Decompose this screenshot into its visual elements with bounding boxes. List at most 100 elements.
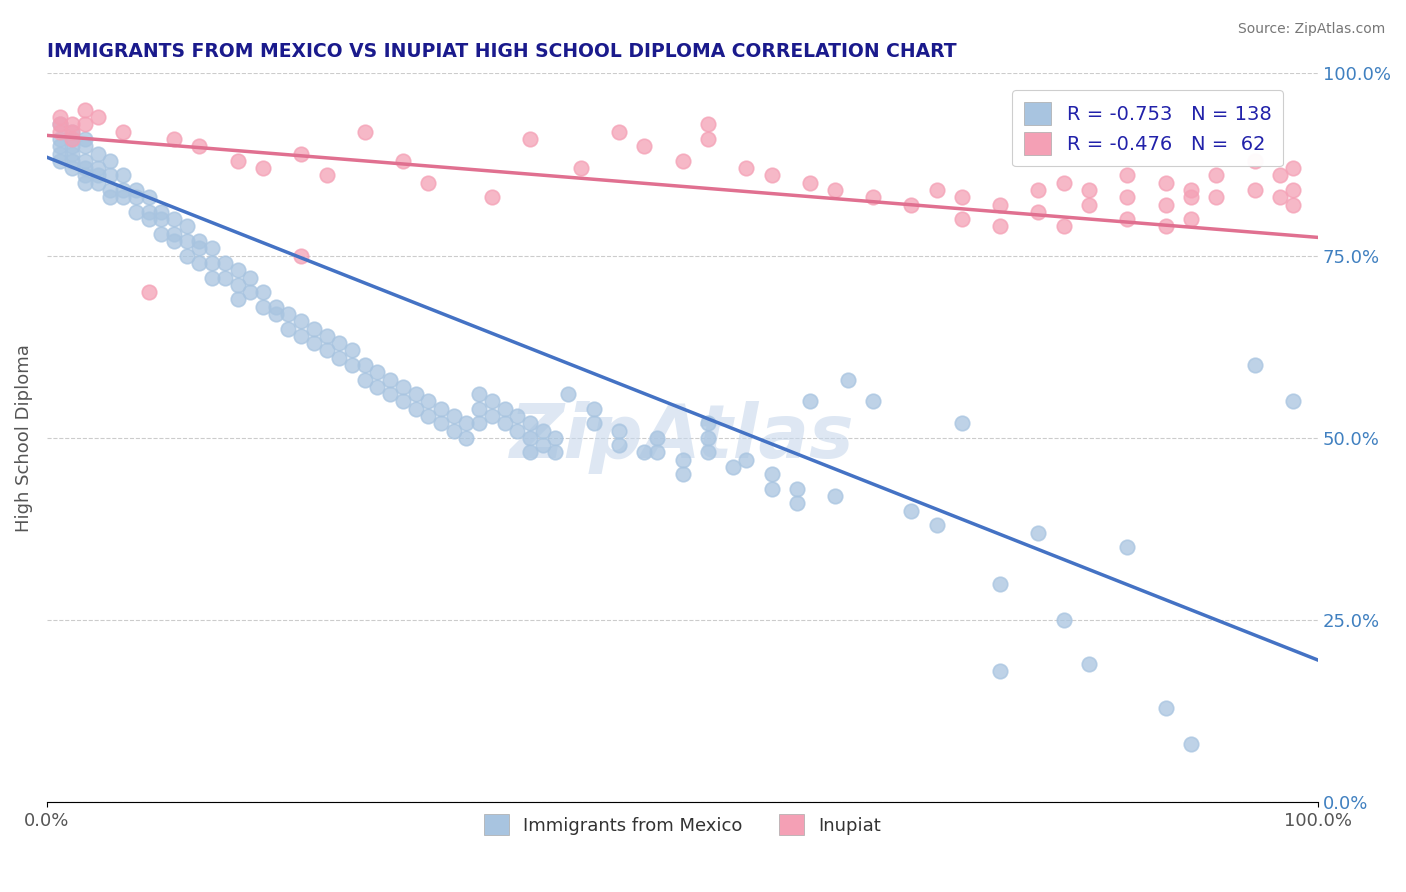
Legend: Immigrants from Mexico, Inupiat: Immigrants from Mexico, Inupiat — [475, 805, 890, 844]
Point — [443, 409, 465, 423]
Point — [1154, 219, 1177, 234]
Point — [60, 153, 83, 168]
Point — [163, 132, 186, 146]
Point — [405, 387, 427, 401]
Point — [735, 161, 758, 176]
Point — [761, 482, 783, 496]
Point — [378, 387, 401, 401]
Point — [87, 110, 110, 124]
Point — [671, 452, 693, 467]
Point — [607, 438, 630, 452]
Point — [112, 190, 135, 204]
Point — [252, 285, 274, 299]
Point — [697, 417, 720, 431]
Point — [1028, 205, 1050, 219]
Point — [87, 176, 110, 190]
Point — [125, 190, 148, 204]
Point — [150, 227, 173, 241]
Point — [290, 146, 312, 161]
Point — [226, 153, 249, 168]
Point — [633, 139, 655, 153]
Point — [468, 401, 491, 416]
Point — [60, 132, 83, 146]
Point — [837, 372, 859, 386]
Point — [353, 358, 375, 372]
Point — [607, 424, 630, 438]
Point — [799, 176, 821, 190]
Point — [799, 394, 821, 409]
Point — [150, 205, 173, 219]
Point — [697, 445, 720, 459]
Point — [1180, 212, 1202, 227]
Point — [519, 417, 541, 431]
Point — [456, 431, 478, 445]
Point — [1116, 212, 1139, 227]
Point — [353, 372, 375, 386]
Point — [226, 277, 249, 292]
Point — [1028, 183, 1050, 197]
Point — [176, 249, 198, 263]
Point — [60, 118, 83, 132]
Point — [73, 161, 96, 176]
Point — [494, 401, 516, 416]
Point — [328, 351, 350, 365]
Point — [1180, 737, 1202, 751]
Point — [645, 445, 668, 459]
Point — [176, 219, 198, 234]
Point — [1028, 525, 1050, 540]
Point — [60, 125, 83, 139]
Point — [1281, 197, 1303, 211]
Point — [824, 489, 846, 503]
Point — [125, 205, 148, 219]
Point — [468, 387, 491, 401]
Point — [48, 118, 70, 132]
Point — [786, 482, 808, 496]
Point — [48, 110, 70, 124]
Point — [1281, 161, 1303, 176]
Point — [138, 212, 160, 227]
Point — [112, 169, 135, 183]
Point — [87, 169, 110, 183]
Point — [1116, 190, 1139, 204]
Point — [1154, 197, 1177, 211]
Point — [862, 394, 884, 409]
Point — [264, 300, 287, 314]
Point — [1053, 613, 1076, 627]
Point — [48, 153, 70, 168]
Point — [73, 103, 96, 117]
Point — [481, 190, 503, 204]
Point — [862, 190, 884, 204]
Point — [188, 234, 211, 248]
Point — [60, 132, 83, 146]
Point — [252, 300, 274, 314]
Point — [1281, 394, 1303, 409]
Point — [48, 132, 70, 146]
Point — [188, 256, 211, 270]
Point — [239, 285, 262, 299]
Point — [60, 161, 83, 176]
Point — [264, 307, 287, 321]
Point — [519, 445, 541, 459]
Point — [315, 343, 337, 358]
Point — [418, 409, 440, 423]
Point — [900, 504, 922, 518]
Point — [544, 445, 567, 459]
Point — [188, 241, 211, 255]
Point — [315, 328, 337, 343]
Point — [1205, 169, 1227, 183]
Point — [112, 183, 135, 197]
Point — [607, 125, 630, 139]
Point — [950, 417, 973, 431]
Point — [569, 161, 592, 176]
Point — [443, 424, 465, 438]
Point — [138, 205, 160, 219]
Point — [87, 146, 110, 161]
Point — [125, 183, 148, 197]
Point — [1268, 169, 1291, 183]
Point — [1078, 197, 1101, 211]
Point — [48, 125, 70, 139]
Point — [761, 467, 783, 482]
Point — [645, 431, 668, 445]
Point — [188, 139, 211, 153]
Point — [1078, 183, 1101, 197]
